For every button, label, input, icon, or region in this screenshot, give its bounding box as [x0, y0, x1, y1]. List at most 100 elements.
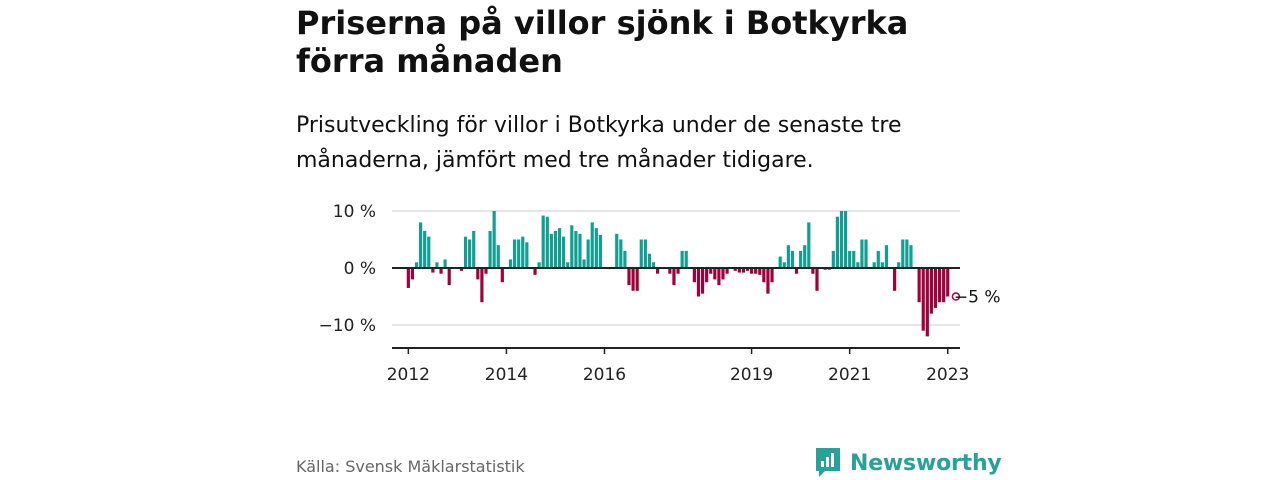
- bar: [839, 211, 844, 268]
- x-tick-label: 2021: [828, 365, 871, 385]
- bar: [733, 268, 737, 271]
- bar: [880, 262, 884, 268]
- bar: [905, 239, 909, 268]
- bar: [435, 262, 439, 268]
- x-tick-label: 2023: [926, 365, 969, 385]
- bar: [488, 230, 492, 268]
- bar: [537, 262, 541, 268]
- bar: [790, 250, 795, 268]
- bar: [423, 230, 427, 268]
- y-tick-label: 10 %: [333, 202, 376, 222]
- bar: [553, 230, 558, 268]
- bar: [656, 268, 660, 274]
- bar: [750, 268, 754, 274]
- bar: [476, 268, 480, 280]
- bar: [713, 268, 717, 280]
- bar: [811, 268, 815, 274]
- bar: [782, 262, 786, 268]
- brand-logo[interactable]: Newsworthy: [814, 446, 1002, 480]
- chart-subtitle: Prisutveckling för villor i Botkyrka und…: [296, 113, 902, 173]
- bar: [925, 268, 929, 337]
- bar: [766, 268, 770, 294]
- y-tick-label: 0 %: [344, 259, 376, 279]
- bar: [676, 268, 680, 274]
- bar: [406, 268, 410, 288]
- bar: [496, 245, 500, 268]
- axes: [392, 267, 960, 349]
- bar: [414, 262, 419, 268]
- x-tick-label: 2014: [485, 365, 528, 385]
- bar: [525, 242, 529, 268]
- y-tick-label: −10 %: [319, 316, 376, 336]
- bar: [419, 222, 423, 268]
- bar: [717, 268, 721, 286]
- bar: [762, 268, 766, 283]
- bar: [860, 239, 864, 268]
- bar: [533, 268, 537, 275]
- bar: [639, 239, 643, 268]
- bar: [852, 250, 856, 268]
- bar: [594, 228, 598, 268]
- annotation-bg: [959, 285, 1006, 308]
- annotation-marker: [951, 292, 961, 301]
- x-tick-label: 2016: [583, 365, 626, 385]
- bar: [643, 239, 647, 268]
- bar: [651, 262, 656, 268]
- annotations: −5 %: [951, 285, 1006, 308]
- bar: [876, 250, 880, 268]
- bar: [484, 268, 488, 274]
- bar: [917, 268, 921, 303]
- bar: [557, 228, 562, 268]
- bar: [725, 268, 729, 274]
- gridlines: [392, 210, 960, 326]
- x-tick-label: 2012: [387, 365, 430, 385]
- bar: [578, 233, 582, 268]
- bar: [512, 239, 517, 268]
- bar: [410, 268, 415, 280]
- bar: [929, 268, 933, 314]
- bar: [786, 245, 790, 268]
- bar: [619, 239, 623, 268]
- bar: [468, 239, 472, 268]
- bar: [921, 268, 925, 331]
- bar: [864, 239, 868, 268]
- bar: [427, 236, 431, 268]
- bar: [696, 268, 701, 297]
- bar: [754, 268, 758, 274]
- bar: [541, 215, 545, 268]
- bar: [794, 268, 799, 274]
- bar: [835, 216, 840, 268]
- bar: [680, 250, 684, 268]
- bar: [480, 268, 484, 303]
- bar: [566, 262, 570, 268]
- bar: [672, 268, 676, 286]
- bar: [758, 268, 762, 275]
- x-tick-label: 2019: [730, 365, 773, 385]
- bar: [700, 268, 705, 294]
- brand-name: Newsworthy: [850, 450, 1002, 476]
- bar: [803, 245, 807, 268]
- x-tick-labels: 2012 2014 2016 2019 2021 2023: [387, 348, 969, 385]
- bar: [946, 268, 950, 297]
- bar: [627, 268, 631, 286]
- bar: [598, 234, 602, 268]
- bar: [933, 268, 938, 308]
- source-label: Källa: Svensk Mäklarstatistik: [296, 457, 525, 476]
- bar: [709, 268, 713, 274]
- bar: [549, 233, 553, 268]
- bar: [647, 253, 652, 268]
- bar: [562, 236, 566, 268]
- bar-chart: 10 % 0 % −10 % 2012 2014 2016 2019 2021 2023 −5…: [318, 202, 1006, 385]
- bar: [508, 259, 513, 268]
- bar: [668, 268, 672, 274]
- bar: [692, 268, 696, 283]
- bar: [901, 239, 905, 268]
- bar: [856, 262, 860, 268]
- y-tick-labels: 10 % 0 % −10 %: [319, 202, 376, 336]
- bar: [439, 268, 443, 274]
- bar: [586, 239, 590, 268]
- bar: [831, 250, 835, 268]
- bar: [431, 268, 435, 273]
- bar: [897, 262, 901, 268]
- bars: [406, 211, 950, 337]
